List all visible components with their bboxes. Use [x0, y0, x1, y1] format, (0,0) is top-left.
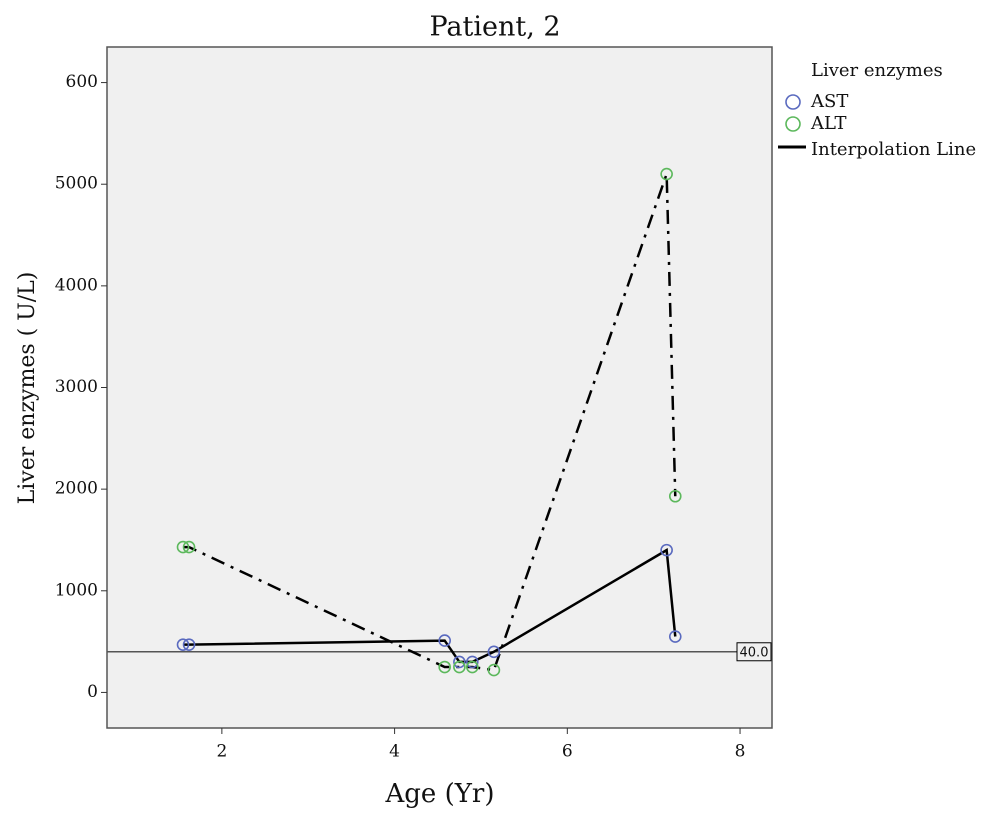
point	[668, 630, 682, 643]
point	[453, 655, 466, 669]
y-tick-label: 4000	[55, 275, 98, 295]
interpolation-line	[183, 548, 677, 664]
point	[182, 638, 196, 651]
legend-marker	[785, 116, 801, 132]
point	[487, 663, 501, 677]
reference-label-box	[736, 642, 772, 662]
y-tick-label: 2000	[55, 479, 98, 499]
x-axis-label: Age (Yr)	[385, 779, 495, 809]
x-tick-label: 2	[216, 742, 227, 762]
x-tick-label: 4	[389, 742, 400, 762]
legend-line-label: Interpolation Line	[811, 139, 976, 160]
legend-label: ALT	[810, 113, 847, 134]
plot-area	[106, 46, 773, 729]
point	[487, 645, 501, 659]
point	[438, 660, 451, 674]
point	[176, 638, 190, 651]
point	[182, 540, 196, 554]
y-axis-label: Liver enzymes ( U/L)	[15, 272, 40, 505]
x-tick-label: 8	[735, 742, 746, 762]
legend-title: Liver enzymes	[811, 60, 943, 81]
reference-label: 40.0	[740, 645, 769, 660]
y-tick-label: 3000	[55, 377, 98, 397]
point	[466, 655, 479, 669]
chart-title: Patient, 2	[429, 12, 560, 43]
point	[438, 634, 451, 647]
legend-marker	[785, 94, 801, 110]
point	[453, 660, 466, 674]
y-tick-label: 5000	[55, 174, 98, 194]
y-tick-label: 1000	[55, 580, 98, 600]
point	[176, 540, 190, 554]
point	[660, 167, 673, 181]
legend-label: AST	[810, 91, 848, 112]
interpolation-line	[183, 173, 677, 672]
point	[660, 543, 673, 557]
point	[668, 489, 682, 503]
y-tick-label: 0	[87, 682, 98, 702]
x-tick-label: 6	[562, 742, 573, 762]
point	[466, 660, 479, 674]
y-tick-label: 600	[66, 72, 98, 92]
